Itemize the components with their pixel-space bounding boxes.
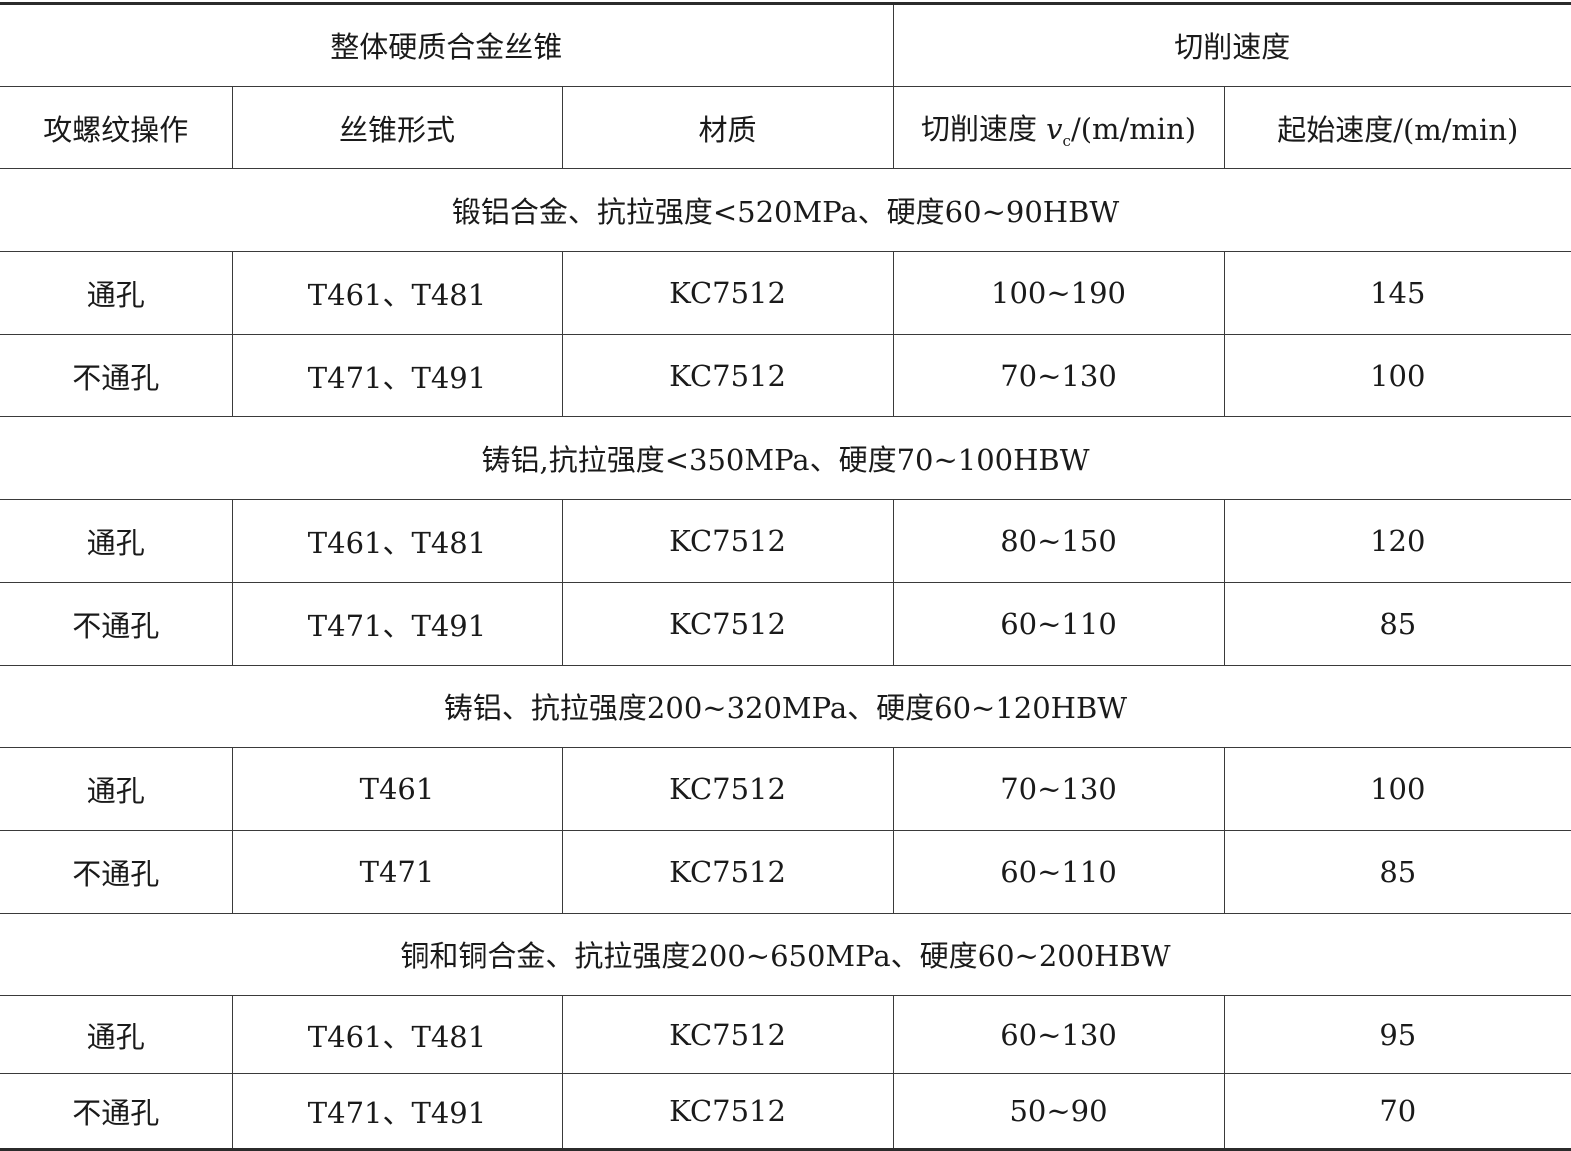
table-row: 通孔 T461、T481 KC7512 80~150 120 [0, 499, 1571, 583]
table-row: 不通孔 T471、T491 KC7512 60~110 85 [0, 581, 1571, 666]
table-row: 通孔 T461、T481 KC7512 100~190 145 [0, 251, 1571, 335]
cell-grade: KC7512 [561, 1073, 894, 1151]
cell-cutting-speed: 60~110 [892, 829, 1225, 914]
cell-grade: KC7512 [561, 995, 894, 1075]
cell-tap-type: T461 [231, 747, 563, 831]
group-header-speed: 切削速度 [892, 3, 1571, 87]
cell-start-speed: 145 [1223, 251, 1571, 335]
cell-cutting-speed: 100~190 [892, 251, 1225, 335]
cell-start-speed: 95 [1223, 995, 1571, 1075]
column-header-row: 攻螺纹操作 丝锥形式 材质 切削速度 vc/(m/min) 起始速度/(m/mi… [0, 85, 1571, 170]
table-row: 通孔 T461 KC7512 70~130 100 [0, 747, 1571, 831]
cell-cutting-speed: 80~150 [892, 499, 1225, 583]
cell-cutting-speed: 60~130 [892, 995, 1225, 1075]
cell-cutting-speed: 50~90 [892, 1073, 1225, 1151]
cell-start-speed: 85 [1223, 829, 1571, 914]
cell-operation: 通孔 [0, 995, 233, 1075]
table-row: 不通孔 T471、T491 KC7512 50~90 70 [0, 1073, 1571, 1151]
group-header-tap: 整体硬质合金丝锥 [0, 3, 894, 87]
cutting-speed-symbol: v [1046, 111, 1063, 146]
section-title: 铸铝、抗拉强度200~320MPa、硬度60~120HBW [0, 664, 1571, 749]
cell-grade: KC7512 [561, 499, 894, 583]
cell-tap-type: T461、T481 [231, 995, 563, 1075]
cell-cutting-speed: 70~130 [892, 747, 1225, 831]
cell-cutting-speed: 60~110 [892, 581, 1225, 666]
cell-operation: 通孔 [0, 747, 233, 831]
section-row: 铸铝、抗拉强度200~320MPa、硬度60~120HBW [0, 664, 1571, 749]
group-header-row: 整体硬质合金丝锥 切削速度 [0, 3, 1571, 87]
cell-grade: KC7512 [561, 581, 894, 666]
table-row: 不通孔 T471 KC7512 60~110 85 [0, 829, 1571, 914]
section-title: 铜和铜合金、抗拉强度200~650MPa、硬度60~200HBW [0, 912, 1571, 997]
cell-grade: KC7512 [561, 333, 894, 418]
cell-grade: KC7512 [561, 251, 894, 335]
cell-cutting-speed: 70~130 [892, 333, 1225, 418]
cell-operation: 通孔 [0, 499, 233, 583]
cell-tap-type: T471 [231, 829, 563, 914]
cell-start-speed: 100 [1223, 747, 1571, 831]
cutting-speed-label: 切削速度 [920, 111, 1047, 146]
section-row: 锻铝合金、抗拉强度<520MPa、硬度60~90HBW [0, 168, 1571, 253]
cell-operation: 通孔 [0, 251, 233, 335]
cell-tap-type: T461、T481 [231, 251, 563, 335]
cutting-speed-subscript: c [1062, 131, 1071, 150]
cell-start-speed: 100 [1223, 333, 1571, 418]
cell-grade: KC7512 [561, 747, 894, 831]
col-header-cutting-speed: 切削速度 vc/(m/min) [892, 85, 1225, 170]
section-title: 铸铝,抗拉强度<350MPa、硬度70~100HBW [0, 416, 1571, 501]
table-row: 通孔 T461、T481 KC7512 60~130 95 [0, 995, 1571, 1075]
section-row: 铜和铜合金、抗拉强度200~650MPa、硬度60~200HBW [0, 912, 1571, 997]
cell-start-speed: 70 [1223, 1073, 1571, 1151]
cell-operation: 不通孔 [0, 829, 233, 914]
cell-grade: KC7512 [561, 829, 894, 914]
cell-tap-type: T471、T491 [231, 333, 563, 418]
cell-tap-type: T471、T491 [231, 581, 563, 666]
col-header-operation: 攻螺纹操作 [0, 85, 233, 170]
table-row: 不通孔 T471、T491 KC7512 70~130 100 [0, 333, 1571, 418]
cell-start-speed: 120 [1223, 499, 1571, 583]
section-row: 铸铝,抗拉强度<350MPa、硬度70~100HBW [0, 416, 1571, 501]
cutting-speed-unit: /(m/min) [1070, 111, 1197, 146]
cell-start-speed: 85 [1223, 581, 1571, 666]
cell-operation: 不通孔 [0, 333, 233, 418]
col-header-start-speed: 起始速度/(m/min) [1223, 85, 1571, 170]
cell-tap-type: T471、T491 [231, 1073, 563, 1151]
cell-operation: 不通孔 [0, 1073, 233, 1151]
cell-tap-type: T461、T481 [231, 499, 563, 583]
cell-operation: 不通孔 [0, 581, 233, 666]
col-header-tap-type: 丝锥形式 [231, 85, 563, 170]
section-title: 锻铝合金、抗拉强度<520MPa、硬度60~90HBW [0, 168, 1571, 253]
col-header-grade: 材质 [561, 85, 894, 170]
